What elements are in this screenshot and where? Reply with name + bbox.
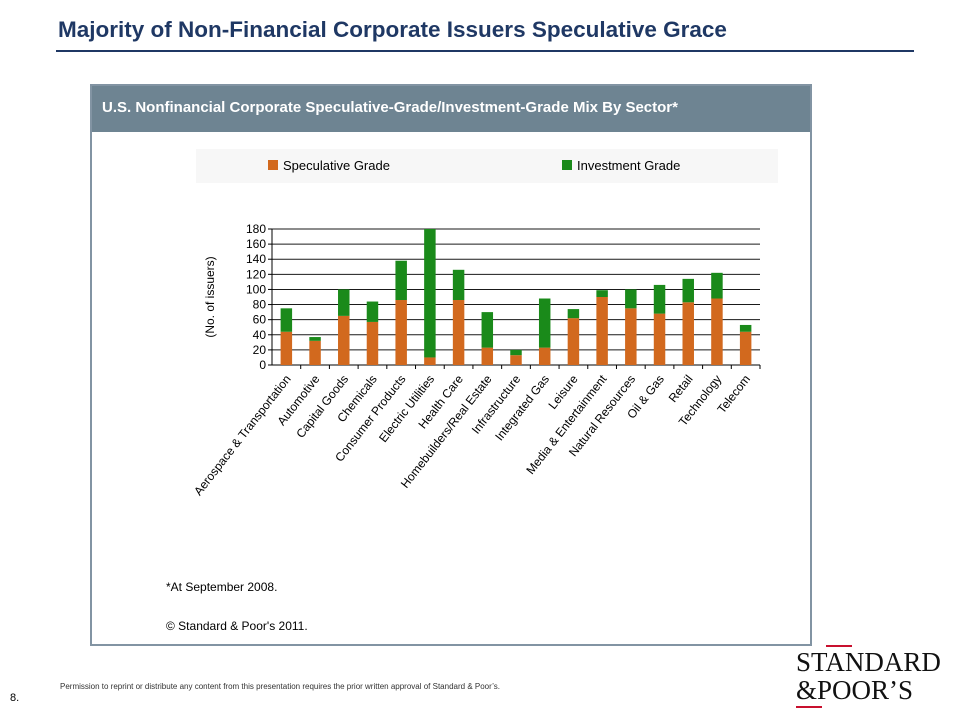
page-number: 8. — [10, 692, 20, 704]
y-tick-label: 160 — [246, 237, 266, 251]
investment-bar-4 — [366, 301, 379, 322]
investment-bar-16 — [711, 272, 723, 299]
title-divider — [56, 50, 914, 52]
logo-line-1: STANDARD — [796, 647, 941, 677]
y-tick-label: 120 — [246, 267, 266, 281]
logo-line-2: &POOR’S — [796, 675, 914, 705]
investment-bar-12 — [596, 290, 608, 297]
logo-accent-bar-bottom — [796, 706, 822, 708]
speculative-bar-1 — [280, 331, 293, 365]
investment-bar-13 — [625, 289, 637, 309]
y-tick-label: 180 — [246, 222, 266, 236]
investment-bar-17 — [739, 324, 752, 332]
legend-swatch-2 — [562, 160, 572, 170]
chart-panel-header: U.S. Nonfinancial Corporate Speculative-… — [92, 86, 810, 132]
legend-label-2: Investment Grade — [577, 158, 680, 173]
investment-bar-15 — [682, 278, 694, 303]
y-tick-label: 20 — [253, 343, 267, 357]
speculative-bar-9 — [510, 355, 522, 365]
investment-bar-3 — [338, 289, 350, 316]
speculative-bar-17 — [739, 331, 752, 365]
speculative-bar-5 — [395, 300, 407, 365]
stacked-bar-chart: Speculative Grade Investment Grade 0204060… — [191, 149, 778, 498]
speculative-bar-7 — [452, 300, 465, 365]
investment-bar-11 — [567, 309, 580, 319]
speculative-bar-15 — [682, 302, 694, 365]
x-tick-label: Aerospace & Transportation — [191, 372, 294, 498]
investment-bar-9 — [510, 349, 522, 356]
investment-bar-8 — [481, 312, 494, 348]
y-tick-label: 0 — [259, 358, 266, 372]
speculative-bar-14 — [653, 313, 666, 365]
investment-bar-6 — [424, 229, 436, 358]
speculative-bar-4 — [366, 321, 379, 365]
investment-bar-1 — [280, 308, 293, 332]
speculative-bar-8 — [481, 347, 494, 365]
speculative-bar-10 — [538, 347, 551, 365]
y-tick-label: 80 — [253, 298, 267, 312]
y-tick-label: 140 — [246, 252, 266, 266]
y-tick-label: 100 — [246, 282, 266, 296]
investment-bar-2 — [309, 337, 321, 341]
speculative-bar-16 — [711, 298, 723, 365]
speculative-bar-13 — [625, 308, 637, 365]
standard-and-poors-logo: STANDARD &POOR’S — [796, 643, 946, 709]
speculative-bar-12 — [596, 297, 608, 365]
legend-swatch-1 — [268, 160, 278, 170]
investment-bar-14 — [653, 284, 666, 314]
copyright-footnote: © Standard & Poor's 2011. — [166, 619, 308, 633]
logo-accent-bar — [826, 645, 852, 647]
investment-bar-7 — [452, 269, 465, 301]
speculative-bar-11 — [567, 318, 580, 365]
y-axis-label: (No. of issuers) — [203, 256, 217, 337]
y-tick-label: 40 — [253, 328, 267, 342]
investment-bar-5 — [395, 260, 407, 301]
date-footnote: *At September 2008. — [166, 580, 278, 594]
investment-bar-10 — [538, 298, 551, 348]
chart-title: U.S. Nonfinancial Corporate Speculative-… — [102, 99, 678, 116]
speculative-bar-3 — [338, 315, 350, 365]
legend-label-1: Speculative Grade — [283, 158, 390, 173]
slide-title: Majority of Non-Financial Corporate Issu… — [58, 17, 727, 42]
speculative-bar-6 — [424, 357, 436, 365]
permission-notice: Permission to reprint or distribute any … — [60, 682, 500, 691]
y-tick-label: 60 — [253, 313, 267, 327]
legend-box — [196, 149, 778, 183]
chart-panel: U.S. Nonfinancial Corporate Speculative-… — [90, 84, 812, 646]
speculative-bar-2 — [309, 340, 321, 365]
